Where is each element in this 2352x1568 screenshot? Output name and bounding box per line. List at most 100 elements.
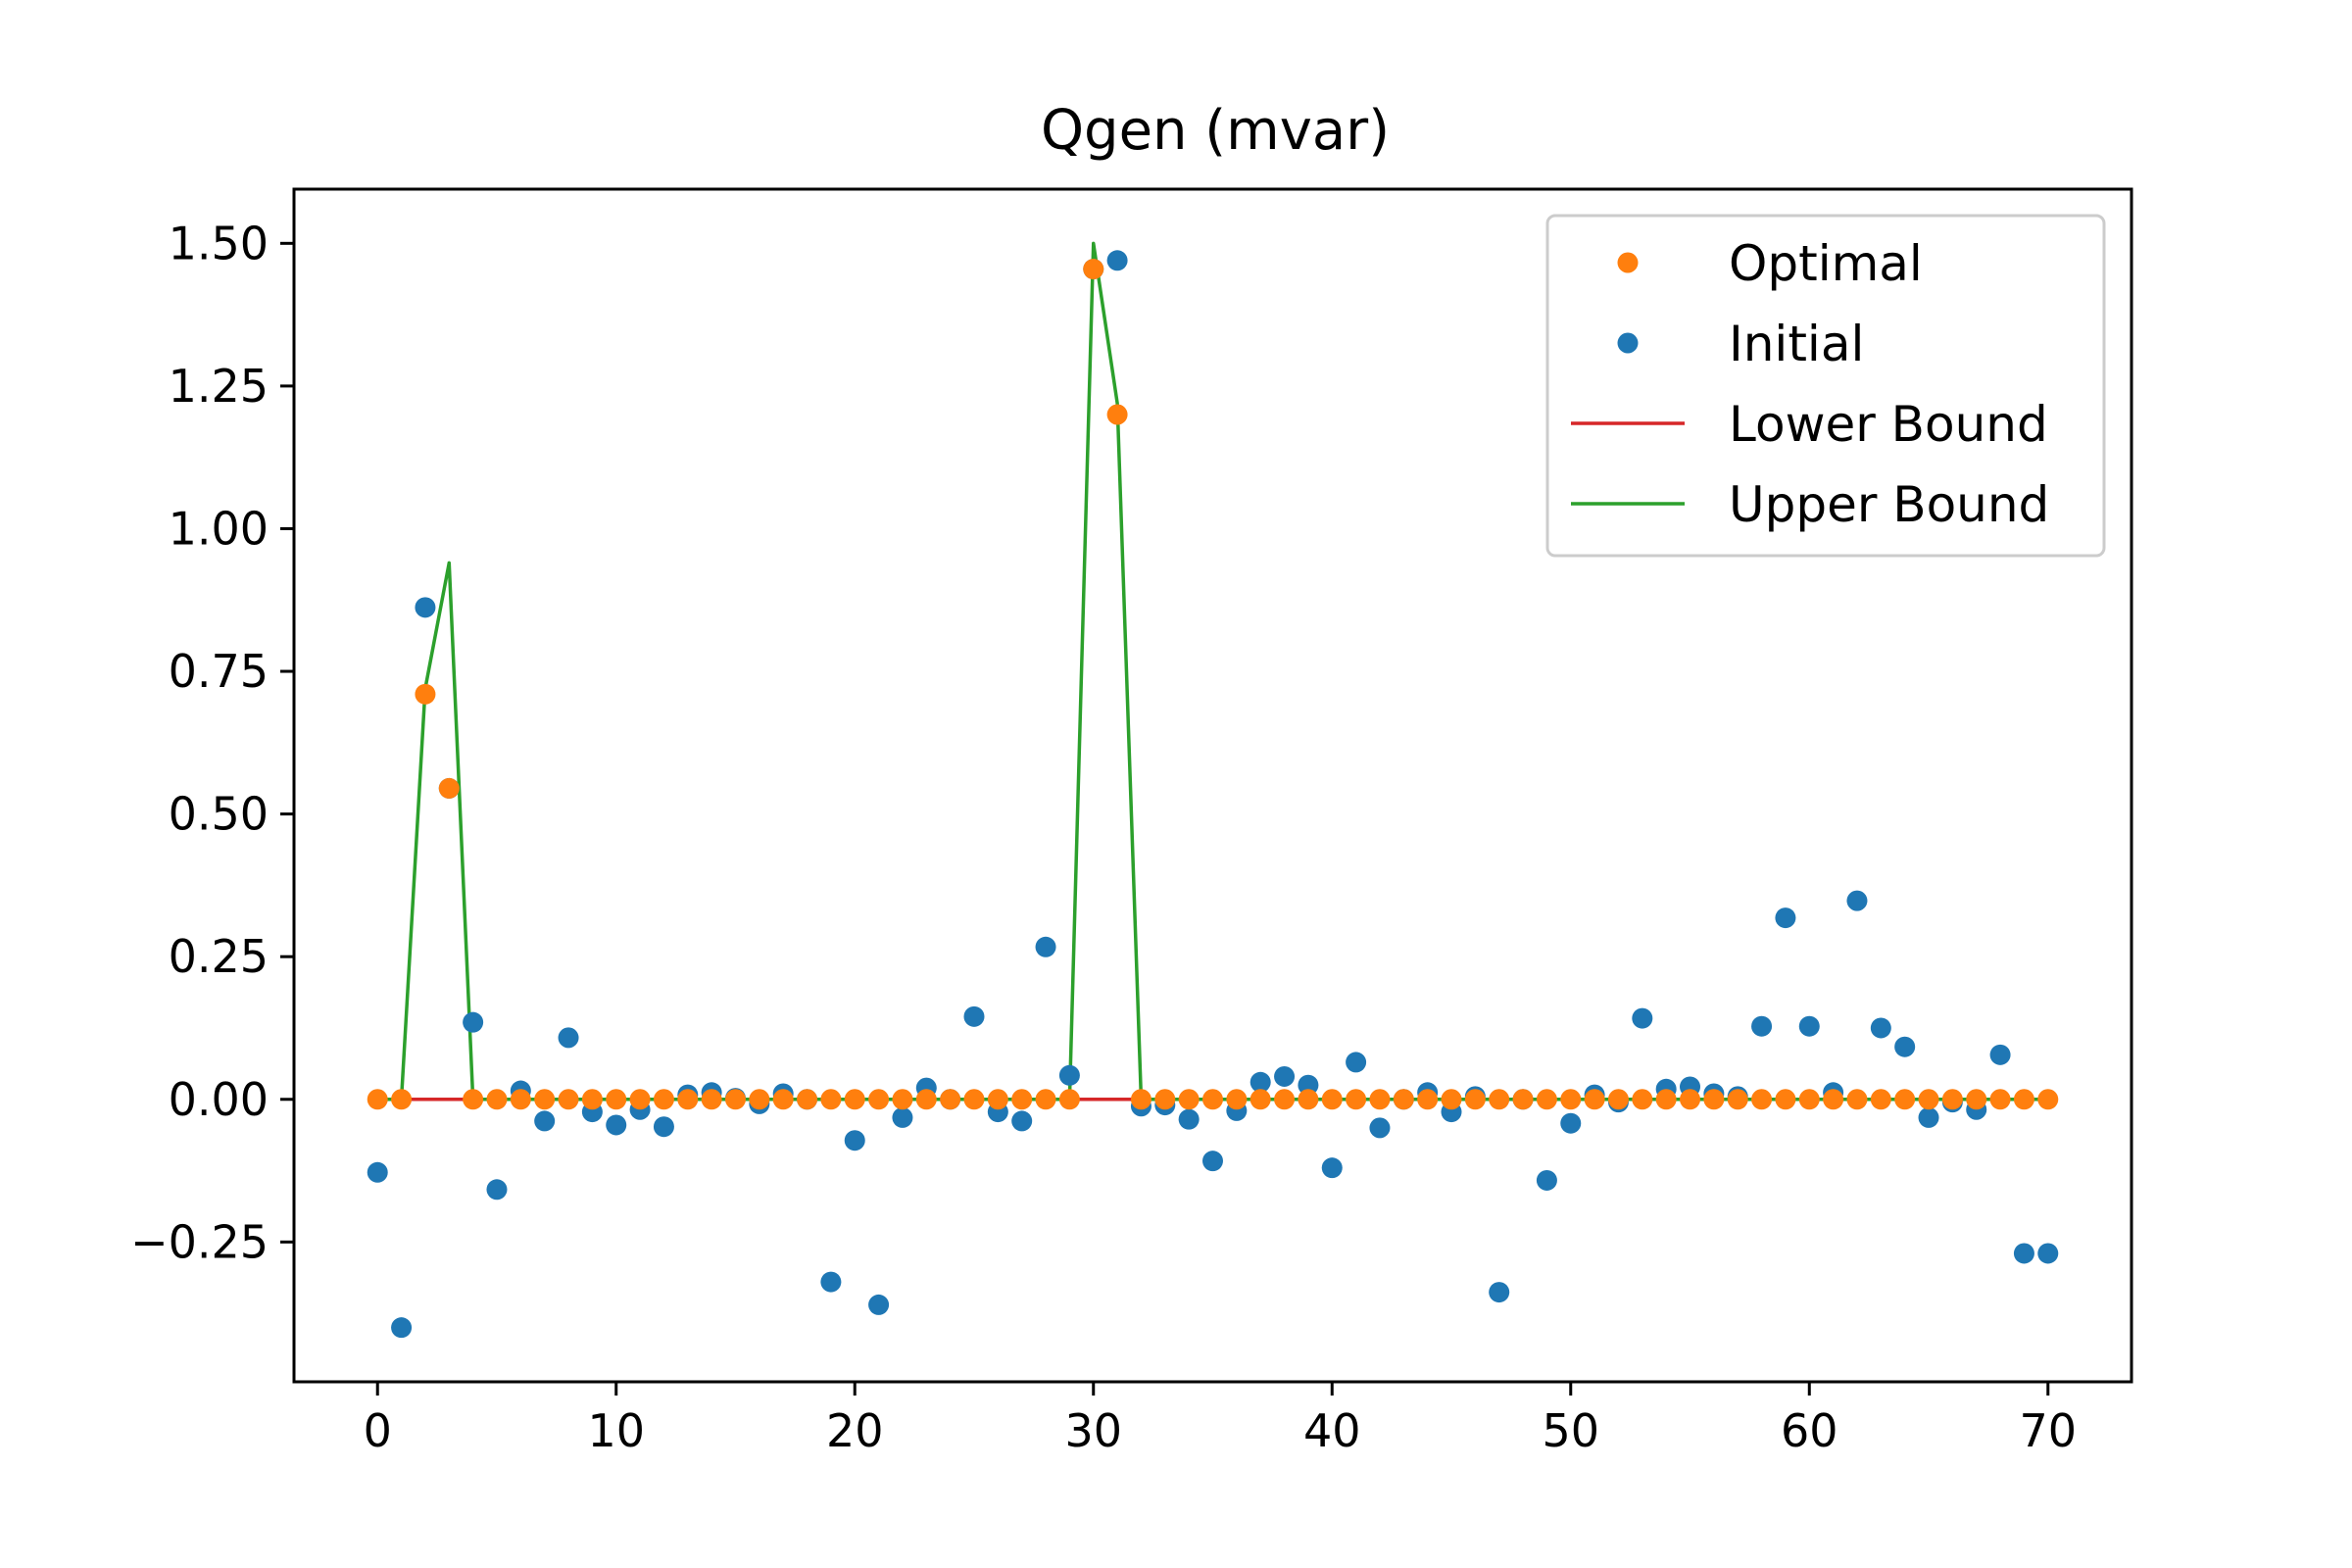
data-point-optimal xyxy=(1655,1089,1677,1110)
data-point-optimal xyxy=(391,1089,413,1110)
data-point-optimal xyxy=(1536,1089,1557,1110)
data-point-optimal xyxy=(606,1089,627,1110)
data-point-optimal xyxy=(1393,1089,1414,1110)
data-point-initial xyxy=(1202,1151,1223,1172)
legend-label-optimal: Optimal xyxy=(1729,235,1923,292)
data-point-optimal xyxy=(1011,1089,1033,1110)
data-point-optimal xyxy=(1417,1089,1439,1110)
legend-label-initial: Initial xyxy=(1729,316,1864,372)
data-point-optimal xyxy=(1321,1089,1343,1110)
data-point-optimal xyxy=(1489,1089,1510,1110)
data-point-optimal xyxy=(1464,1089,1486,1110)
y-tick-label: 1.00 xyxy=(169,502,269,555)
data-point-initial xyxy=(1011,1110,1033,1132)
data-point-optimal xyxy=(1202,1089,1223,1110)
y-tick-label: 0.75 xyxy=(169,645,269,698)
data-point-optimal xyxy=(1703,1089,1725,1110)
data-point-optimal xyxy=(1894,1089,1916,1110)
data-point-optimal xyxy=(963,1089,985,1110)
data-point-initial xyxy=(367,1161,388,1183)
data-point-initial xyxy=(963,1005,985,1027)
data-point-optimal xyxy=(1941,1089,1963,1110)
plot-area xyxy=(367,241,2059,1339)
data-point-optimal xyxy=(892,1089,913,1110)
data-point-optimal xyxy=(1846,1089,1868,1110)
data-point-optimal xyxy=(1274,1089,1296,1110)
data-point-initial xyxy=(1489,1282,1510,1303)
data-point-initial xyxy=(558,1027,579,1049)
data-point-optimal xyxy=(1798,1089,1820,1110)
x-tick-label: 10 xyxy=(587,1404,645,1457)
data-point-optimal xyxy=(915,1089,937,1110)
data-point-optimal xyxy=(1751,1089,1773,1110)
data-point-optimal xyxy=(868,1089,890,1110)
data-point-optimal xyxy=(1441,1089,1462,1110)
legend-label-upper-bound: Upper Bound xyxy=(1729,476,2049,533)
data-point-optimal xyxy=(463,1089,484,1110)
data-point-optimal xyxy=(1607,1089,1629,1110)
legend-box xyxy=(1545,214,2106,558)
data-point-optimal xyxy=(653,1089,674,1110)
data-point-optimal xyxy=(1106,404,1128,425)
data-point-optimal xyxy=(2013,1089,2034,1110)
data-point-initial xyxy=(1989,1044,2011,1065)
data-point-optimal xyxy=(1250,1089,1271,1110)
data-point-initial xyxy=(844,1130,865,1152)
data-point-optimal xyxy=(797,1089,818,1110)
data-point-optimal xyxy=(987,1089,1008,1110)
data-point-initial xyxy=(534,1110,556,1132)
data-point-initial xyxy=(1058,1064,1080,1086)
legend: Optimal Initial Lower Bound Upper Bound xyxy=(1545,214,2106,558)
data-point-initial xyxy=(1346,1052,1367,1073)
data-point-optimal xyxy=(940,1089,961,1110)
data-point-initial xyxy=(1560,1112,1582,1134)
data-point-initial xyxy=(1178,1108,1200,1130)
data-point-initial xyxy=(1846,890,1868,911)
data-point-optimal xyxy=(1083,259,1104,280)
x-tick-label: 70 xyxy=(2019,1404,2077,1457)
data-point-optimal xyxy=(1918,1089,1939,1110)
data-point-initial xyxy=(463,1011,484,1033)
data-point-initial xyxy=(1894,1036,1916,1057)
y-tick-label: 0.00 xyxy=(169,1073,269,1126)
data-point-initial xyxy=(486,1179,508,1200)
x-tick-label: 40 xyxy=(1303,1404,1361,1457)
data-point-optimal xyxy=(1512,1089,1534,1110)
data-point-optimal xyxy=(1154,1089,1176,1110)
data-point-optimal xyxy=(1298,1089,1319,1110)
data-point-initial xyxy=(1369,1117,1391,1139)
data-point-optimal xyxy=(1130,1089,1152,1110)
data-point-initial xyxy=(1298,1074,1319,1096)
data-point-optimal xyxy=(2037,1089,2059,1110)
data-point-initial xyxy=(1870,1017,1891,1039)
data-point-initial xyxy=(2013,1243,2034,1264)
data-point-optimal xyxy=(701,1089,722,1110)
data-point-initial xyxy=(653,1116,674,1138)
x-tick-label: 50 xyxy=(1542,1404,1599,1457)
legend-label-lower-bound: Lower Bound xyxy=(1729,396,2048,453)
data-point-optimal xyxy=(438,777,460,799)
data-point-optimal xyxy=(1584,1089,1605,1110)
data-point-initial xyxy=(1321,1157,1343,1179)
data-point-optimal xyxy=(581,1089,603,1110)
data-point-optimal xyxy=(1058,1089,1080,1110)
x-tick-label: 60 xyxy=(1781,1404,1838,1457)
data-point-initial xyxy=(1106,250,1128,271)
data-point-optimal xyxy=(1346,1089,1367,1110)
data-point-optimal xyxy=(534,1089,556,1110)
y-tick-label: 0.25 xyxy=(169,930,269,983)
data-point-optimal xyxy=(486,1089,508,1110)
data-point-optimal xyxy=(1178,1089,1200,1110)
data-point-optimal xyxy=(772,1089,794,1110)
data-point-optimal xyxy=(1966,1089,1987,1110)
y-tick-label: −0.25 xyxy=(130,1215,269,1268)
data-point-optimal xyxy=(1680,1089,1701,1110)
data-point-optimal xyxy=(1989,1089,2011,1110)
data-point-initial xyxy=(606,1114,627,1136)
data-point-initial xyxy=(1035,936,1056,957)
axis-ticks: 0 10 20 30 40 50 60 70 −0.25 0.00 0.25 0.50 0.75 1.00… xyxy=(130,217,2077,1457)
data-point-optimal xyxy=(749,1089,770,1110)
data-point-initial xyxy=(1536,1169,1557,1191)
x-tick-label: 0 xyxy=(364,1404,392,1457)
